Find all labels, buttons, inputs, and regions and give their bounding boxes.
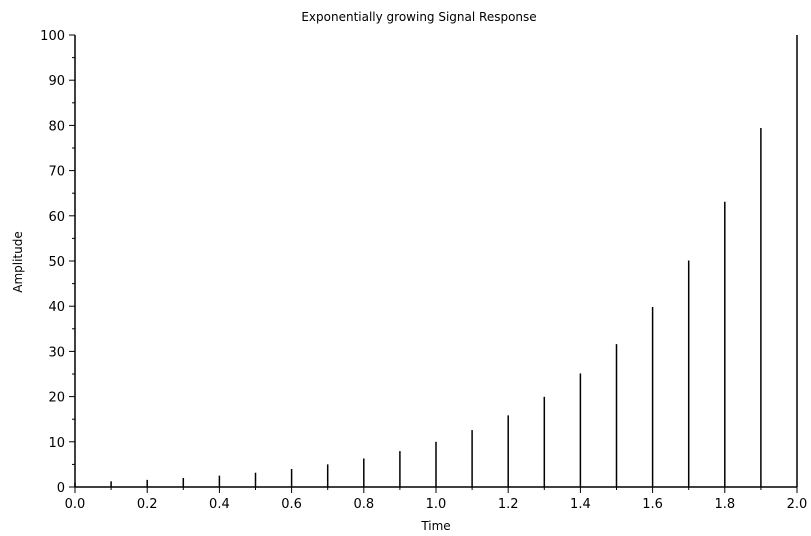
y-tick-label: 10 xyxy=(48,436,65,451)
x-tick-label: 0.6 xyxy=(281,497,302,512)
x-tick-label: 1.4 xyxy=(570,497,591,512)
y-tick-group: 0 10 20 30 40 50 60 70 80 90 100 xyxy=(40,29,75,496)
y-tick-label: 80 xyxy=(48,119,65,134)
y-tick-label: 20 xyxy=(48,391,65,406)
x-tick-group: 0.0 0.2 0.4 0.6 0.8 1.0 1.2 1.4 1.6 1.8 2.0 xyxy=(65,487,808,512)
y-tick-label: 60 xyxy=(48,210,65,225)
x-tick-label: 0.0 xyxy=(65,497,86,512)
y-tick-label: 70 xyxy=(48,165,65,180)
x-tick-label: 1.2 xyxy=(498,497,519,512)
y-tick-label: 0 xyxy=(57,481,65,496)
x-tick-label: 1.6 xyxy=(642,497,663,512)
x-tick-label: 1.0 xyxy=(426,497,447,512)
chart-title: Exponentially growing Signal Response xyxy=(301,10,536,24)
y-tick-label: 50 xyxy=(48,255,65,270)
y-tick-label: 30 xyxy=(48,345,65,360)
x-tick-label: 0.2 xyxy=(137,497,158,512)
y-tick-label: 100 xyxy=(40,29,65,44)
stem-series xyxy=(74,35,798,487)
x-tick-label: 0.8 xyxy=(353,497,374,512)
y-axis-label: Amplitude xyxy=(11,231,25,293)
x-tick-label: 2.0 xyxy=(787,497,808,512)
y-tick-label: 90 xyxy=(48,74,65,89)
y-tick-label: 40 xyxy=(48,300,65,315)
x-axis-label: Time xyxy=(420,519,450,533)
x-tick-label: 1.8 xyxy=(714,497,735,512)
x-tick-label: 0.4 xyxy=(209,497,230,512)
